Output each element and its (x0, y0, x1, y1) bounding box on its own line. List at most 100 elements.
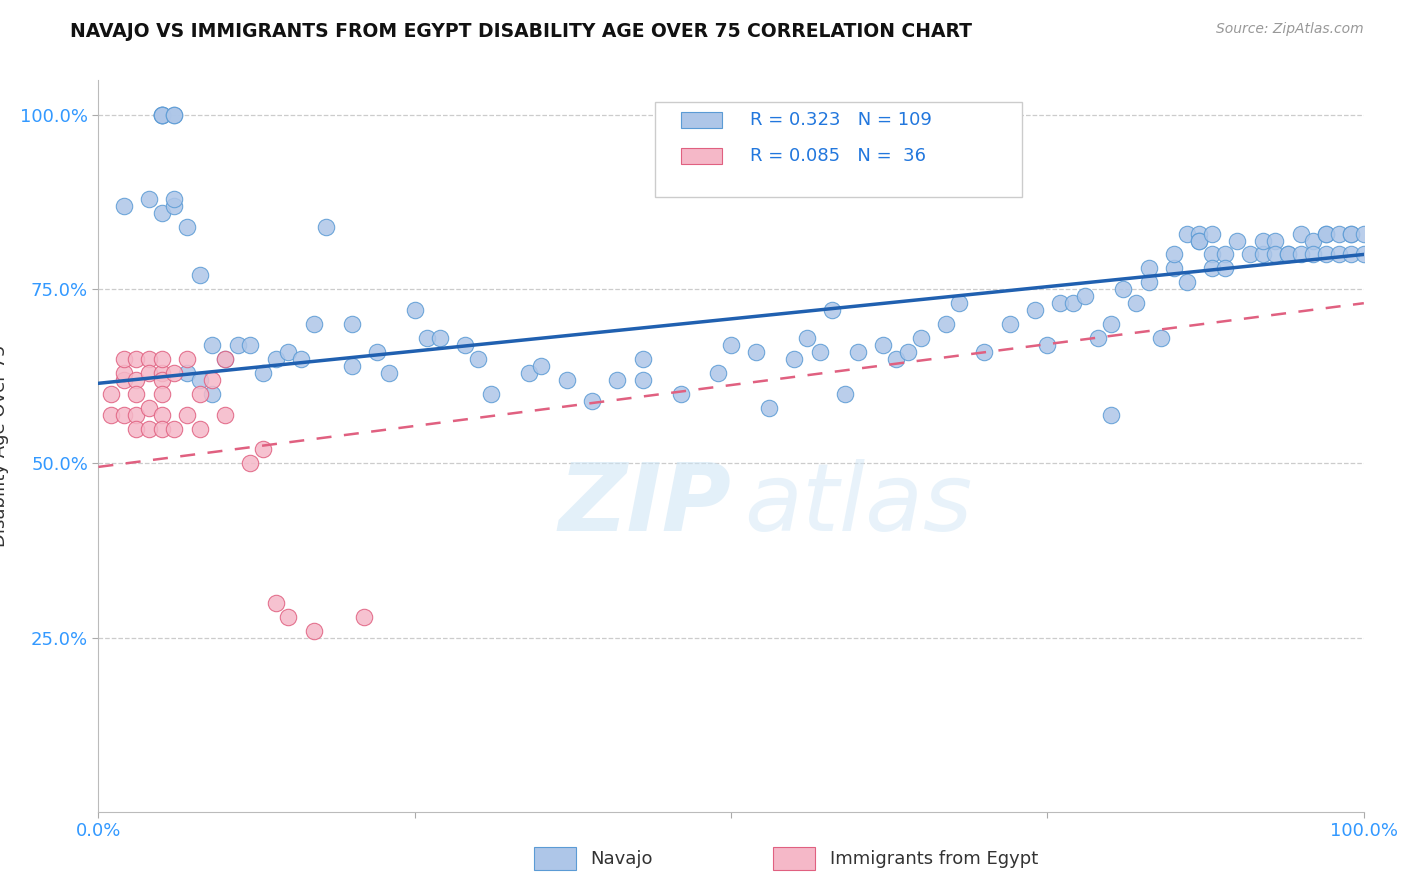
Point (1099, 317, 1122, 331)
Point (1327, 227, 1350, 241)
Point (1137, 261, 1160, 276)
Point (1188, 234, 1211, 248)
Point (125, 386, 148, 401)
Point (1125, 296, 1147, 310)
Point (226, 338, 249, 352)
Point (1099, 408, 1122, 422)
Point (606, 373, 628, 387)
Point (1201, 227, 1223, 241)
Point (783, 351, 806, 366)
Point (973, 345, 995, 359)
Point (1062, 296, 1084, 310)
Point (138, 192, 160, 206)
Point (416, 331, 439, 345)
Point (264, 596, 287, 610)
Point (150, 421, 173, 435)
Point (631, 351, 654, 366)
Point (1277, 247, 1299, 261)
Text: R = 0.085   N =  36: R = 0.085 N = 36 (751, 147, 927, 165)
Point (948, 296, 970, 310)
Point (1201, 247, 1223, 261)
Point (479, 386, 502, 401)
Point (264, 351, 287, 366)
Point (834, 386, 856, 401)
Point (745, 345, 768, 359)
Point (1024, 303, 1046, 318)
Point (429, 331, 451, 345)
Point (378, 366, 401, 380)
Point (201, 373, 224, 387)
Point (290, 351, 312, 366)
Point (1353, 227, 1375, 241)
Point (176, 351, 198, 366)
Point (1163, 247, 1185, 261)
Point (1049, 296, 1071, 310)
Point (150, 408, 173, 422)
Point (1112, 282, 1135, 296)
Point (872, 338, 894, 352)
Point (454, 338, 477, 352)
Point (150, 108, 173, 122)
Point (1302, 234, 1324, 248)
Text: NAVAJO VS IMMIGRANTS FROM EGYPT DISABILITY AGE OVER 75 CORRELATION CHART: NAVAJO VS IMMIGRANTS FROM EGYPT DISABILI… (70, 22, 973, 41)
Point (302, 317, 325, 331)
Point (1327, 247, 1350, 261)
Point (935, 317, 957, 331)
Point (897, 345, 920, 359)
Text: Immigrants from Egypt: Immigrants from Egypt (830, 849, 1038, 868)
Point (138, 351, 160, 366)
Point (1188, 234, 1211, 248)
Point (1175, 227, 1198, 241)
Point (150, 205, 173, 219)
Point (404, 303, 426, 318)
Point (846, 345, 869, 359)
Point (150, 373, 173, 387)
Point (239, 338, 262, 352)
Point (555, 373, 578, 387)
Point (808, 345, 831, 359)
Point (1353, 247, 1375, 261)
Point (758, 401, 780, 415)
Point (112, 366, 135, 380)
Point (1340, 227, 1362, 241)
Point (201, 386, 224, 401)
Point (720, 338, 742, 352)
Point (150, 366, 173, 380)
Point (239, 457, 262, 471)
Point (884, 351, 907, 366)
Point (1213, 247, 1236, 261)
Point (707, 366, 730, 380)
Point (1239, 247, 1261, 261)
Point (138, 401, 160, 415)
Point (1137, 275, 1160, 289)
Point (1289, 227, 1312, 241)
Point (150, 108, 173, 122)
Point (150, 108, 173, 122)
Point (1264, 247, 1286, 261)
FancyBboxPatch shape (681, 148, 723, 164)
Point (631, 373, 654, 387)
Point (163, 192, 186, 206)
Point (252, 366, 274, 380)
Point (1251, 247, 1274, 261)
Y-axis label: Disability Age Over 75: Disability Age Over 75 (0, 344, 8, 548)
Point (112, 199, 135, 213)
Point (201, 338, 224, 352)
Point (252, 442, 274, 457)
Point (1340, 247, 1362, 261)
Point (277, 345, 299, 359)
FancyBboxPatch shape (681, 112, 723, 128)
Point (1175, 275, 1198, 289)
Point (150, 351, 173, 366)
Point (821, 303, 844, 318)
Point (1213, 261, 1236, 276)
Point (163, 108, 186, 122)
Point (176, 219, 198, 234)
Point (214, 351, 236, 366)
Point (1150, 331, 1173, 345)
Point (1201, 261, 1223, 276)
Text: R = 0.323   N = 109: R = 0.323 N = 109 (751, 111, 932, 128)
Point (176, 408, 198, 422)
Point (188, 373, 211, 387)
Point (188, 268, 211, 283)
